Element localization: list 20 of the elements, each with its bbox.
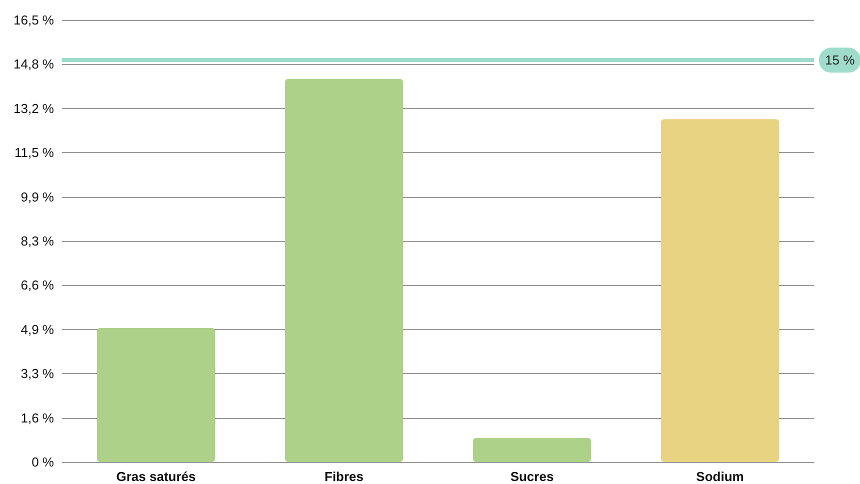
- x-tick-label: Sodium: [696, 469, 744, 484]
- y-tick-label: 11,5 %: [14, 145, 54, 160]
- y-tick-label: 1,6 %: [20, 410, 54, 426]
- y-tick-label: 8,3 %: [20, 234, 54, 248]
- x-tick-label: Gras saturés: [116, 469, 196, 484]
- y-tick-label: 4,9 %: [20, 322, 54, 337]
- bar: [97, 328, 215, 462]
- bar: [661, 119, 779, 462]
- y-tick-label: 3,3 %: [20, 366, 54, 382]
- bar: [285, 78, 403, 462]
- y-tick-label: 6,6 %: [20, 278, 54, 293]
- y-tick-label: 14,8 %: [14, 56, 54, 72]
- y-tick-label: 9,9 %: [20, 189, 54, 204]
- x-tick-label: Fibres: [324, 469, 364, 484]
- ref-line-label: 15 %: [825, 52, 856, 68]
- y-tick-label: 13,2 %: [14, 100, 54, 116]
- y-tick-label: 16,5 %: [14, 12, 54, 28]
- x-tick-label: Sucres: [510, 469, 554, 484]
- bar: [473, 438, 591, 462]
- y-tick-label: 0 %: [32, 454, 54, 470]
